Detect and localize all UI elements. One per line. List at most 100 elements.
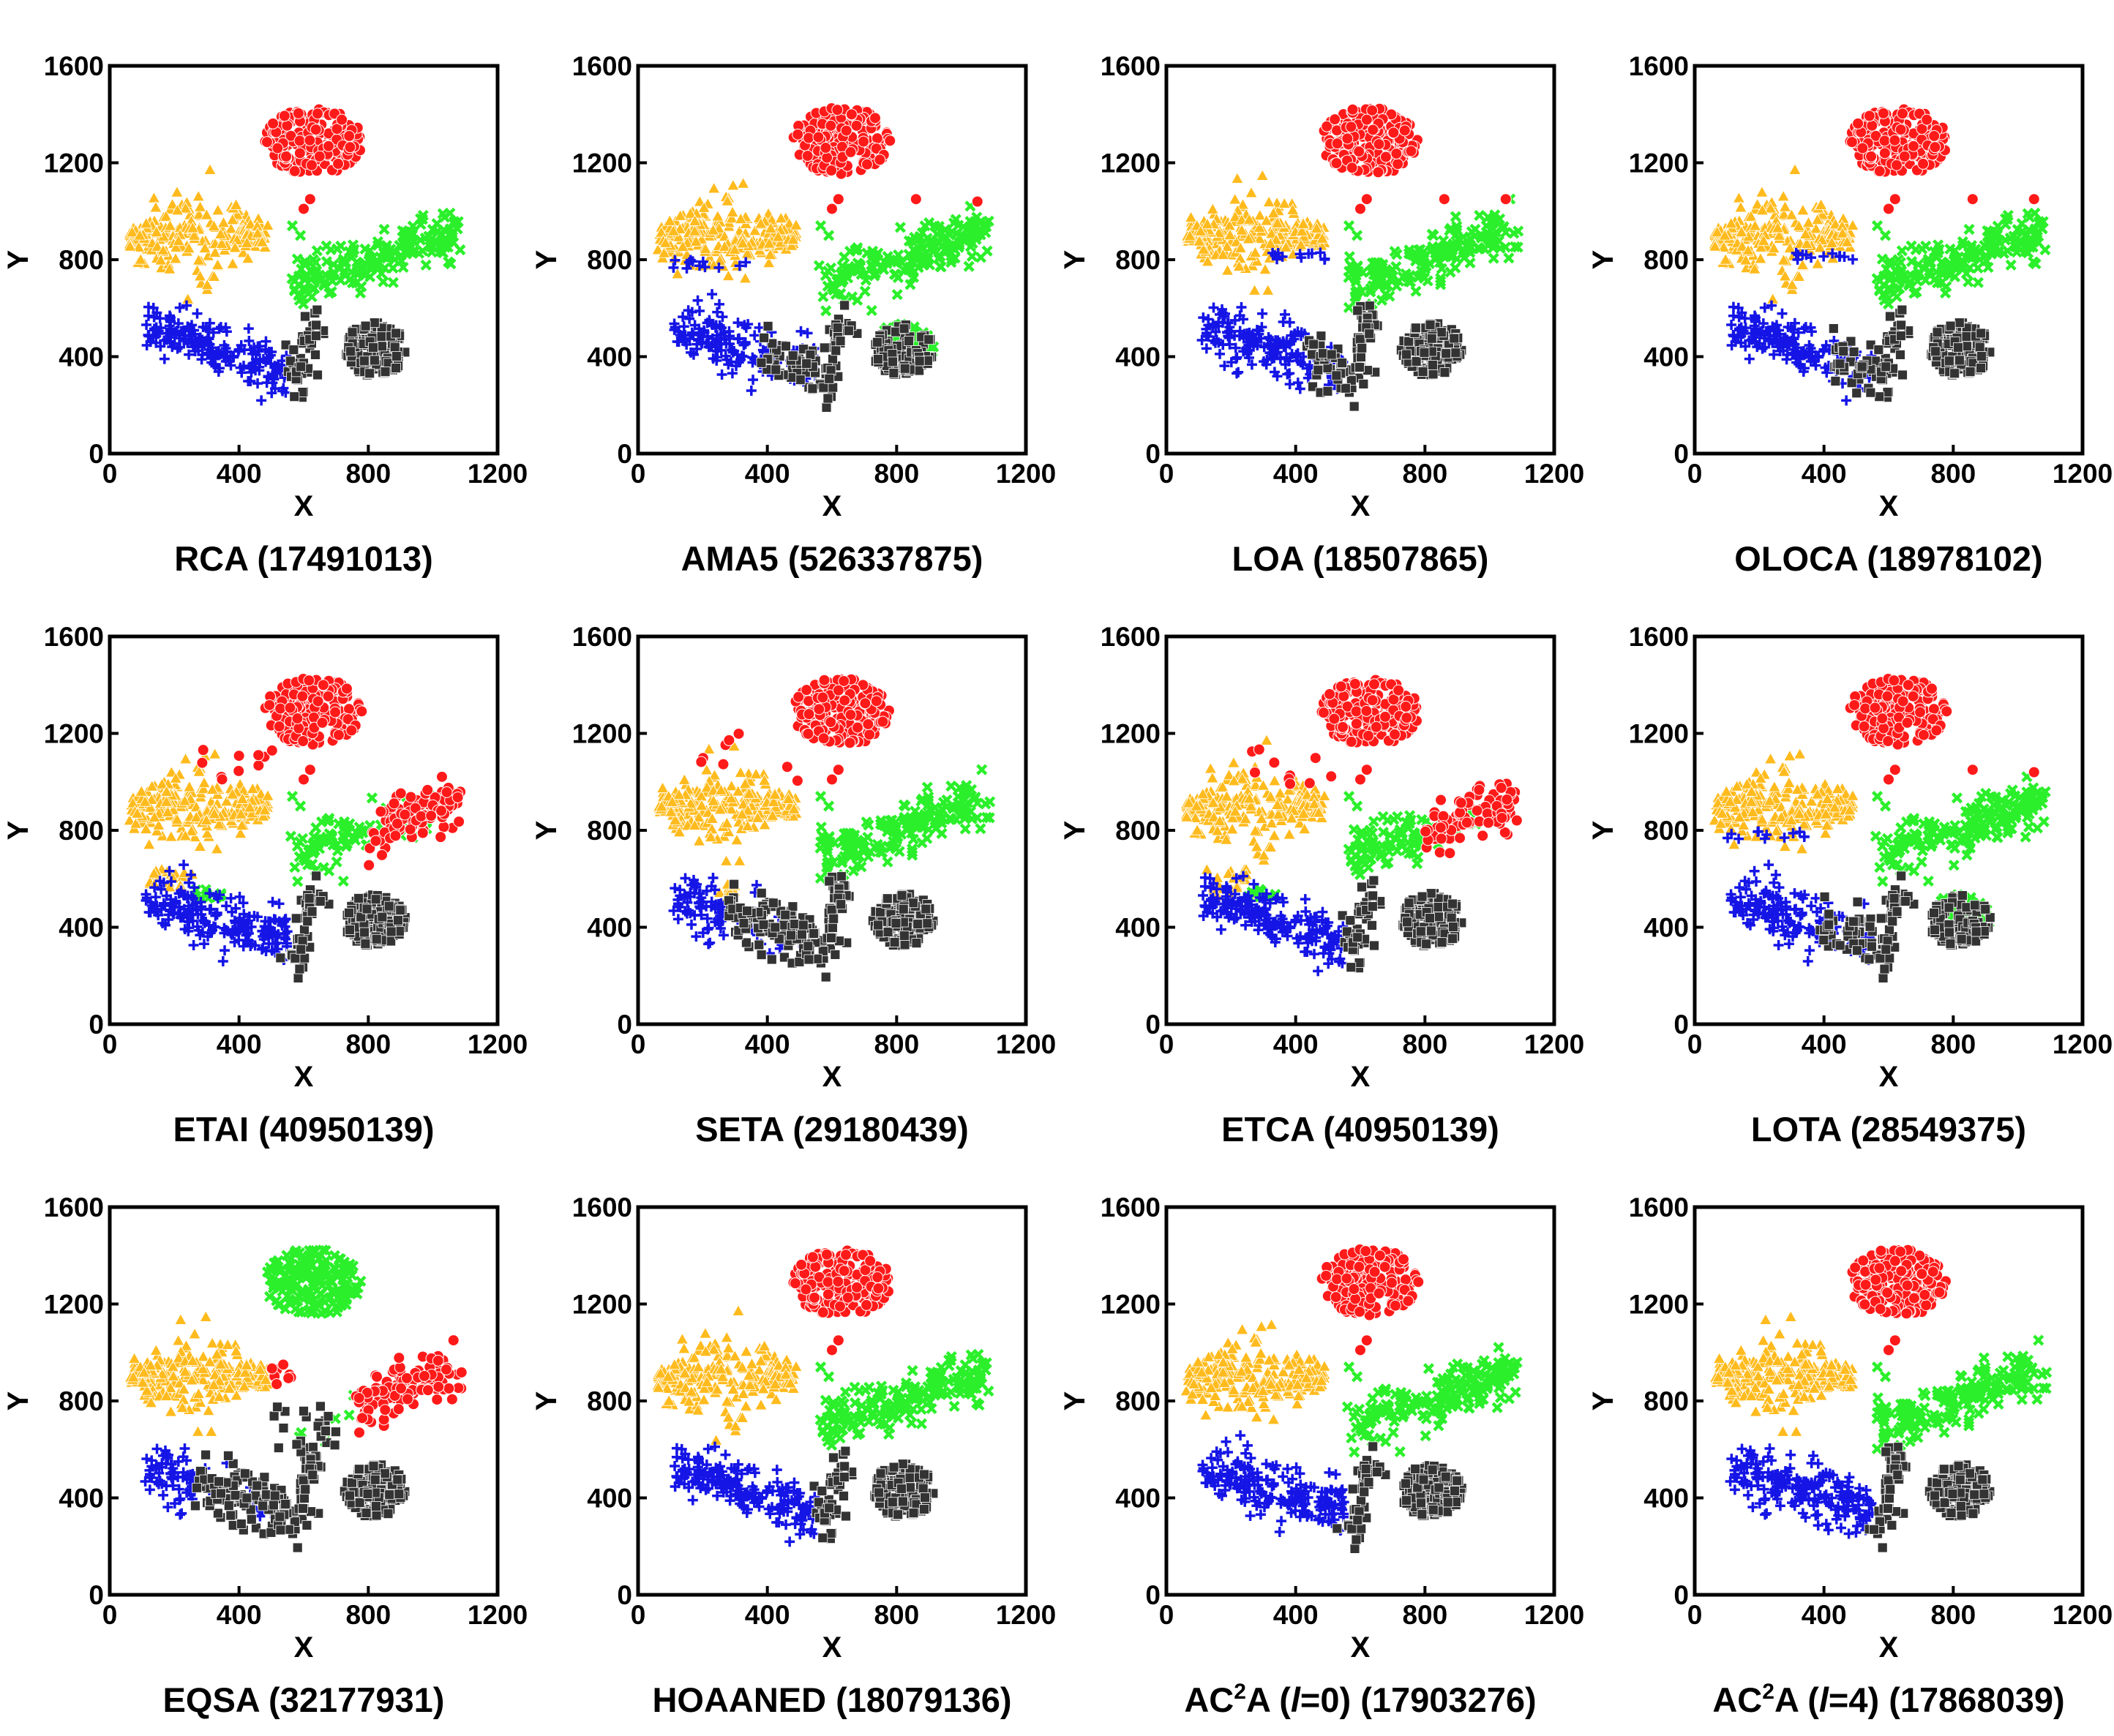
black-point xyxy=(821,402,832,413)
black-point xyxy=(1322,363,1333,373)
red-point xyxy=(304,193,316,206)
orange-point xyxy=(1310,222,1324,233)
orange-point xyxy=(215,237,228,249)
orange-point xyxy=(1800,237,1813,249)
orange-point xyxy=(764,222,778,233)
blue-point xyxy=(699,327,710,338)
orange-point xyxy=(200,827,214,838)
green-point xyxy=(1999,234,2012,246)
x-tick-label: 400 xyxy=(1273,459,1319,489)
green-point xyxy=(2005,259,2017,271)
blue-point xyxy=(720,350,731,361)
orange-point xyxy=(1221,263,1234,276)
red-series xyxy=(259,103,366,215)
y-axis-title: Y xyxy=(2,249,34,269)
black-point xyxy=(1449,333,1460,344)
orange-point xyxy=(235,819,249,831)
black-point xyxy=(380,367,391,377)
orange-point xyxy=(1201,217,1214,230)
orange-point xyxy=(762,236,776,249)
orange-point xyxy=(1270,233,1283,245)
blue-point xyxy=(1818,251,1829,262)
x-axis-title: X xyxy=(294,490,314,522)
orange-point xyxy=(1734,200,1747,213)
green-point xyxy=(316,816,328,828)
orange-point xyxy=(1236,198,1250,210)
green-point xyxy=(1389,246,1401,258)
orange-point xyxy=(241,252,255,264)
black-point xyxy=(1426,333,1437,344)
blue-point xyxy=(182,321,193,332)
green-point xyxy=(337,256,348,268)
green-point xyxy=(298,852,310,864)
green-point xyxy=(813,260,825,271)
blue-point xyxy=(273,929,284,940)
red-point xyxy=(821,151,833,164)
orange-point xyxy=(683,207,697,219)
red-point xyxy=(323,140,335,152)
black-point xyxy=(345,346,356,357)
black-point xyxy=(386,926,397,937)
orange-point xyxy=(655,225,668,238)
blue-point xyxy=(221,925,232,936)
red-point xyxy=(331,123,343,135)
red-point xyxy=(280,150,293,162)
blue-point xyxy=(255,356,266,367)
green-point xyxy=(366,792,378,804)
red-point xyxy=(845,108,858,121)
black-point xyxy=(839,300,850,311)
black-point xyxy=(359,927,370,938)
blue-point xyxy=(184,349,195,360)
orange-series xyxy=(123,747,274,895)
black-point xyxy=(296,944,307,955)
x-tick-label: 0 xyxy=(1159,459,1174,489)
blue-point xyxy=(1246,359,1257,370)
blue-point xyxy=(1319,253,1330,264)
blue-point xyxy=(1214,348,1225,359)
blue-point xyxy=(1233,367,1244,377)
orange-point xyxy=(134,252,147,265)
green-point xyxy=(1879,230,1892,241)
orange-point xyxy=(163,262,176,274)
blue-point xyxy=(239,909,250,920)
blue-point xyxy=(220,356,231,367)
red-point xyxy=(1366,104,1379,116)
black-point xyxy=(369,355,380,366)
green-point xyxy=(1387,263,1398,276)
x-tick-label: 400 xyxy=(1802,459,1847,489)
orange-point xyxy=(172,234,185,246)
orange-point xyxy=(1754,252,1767,264)
black-point xyxy=(296,361,307,372)
orange-point xyxy=(230,208,244,220)
x-axis-title: X xyxy=(822,490,842,522)
black-point xyxy=(1846,377,1857,388)
green-point xyxy=(425,237,437,249)
blue-point xyxy=(166,876,176,887)
black-point xyxy=(1417,367,1428,377)
green-point xyxy=(1488,252,1499,264)
blue-point xyxy=(182,890,193,901)
orange-point xyxy=(1778,200,1792,212)
black-point xyxy=(1874,391,1885,402)
blue-point xyxy=(685,255,696,266)
red-point xyxy=(840,124,852,137)
green-point xyxy=(1343,220,1355,232)
orange-point xyxy=(1796,203,1810,216)
orange-point xyxy=(154,253,168,266)
blue-point xyxy=(158,898,169,909)
red-point xyxy=(2028,193,2040,206)
red-point xyxy=(1329,113,1341,126)
blue-point xyxy=(1198,312,1209,323)
black-point xyxy=(767,338,778,349)
red-series xyxy=(787,102,983,215)
orange-point xyxy=(1742,244,1755,256)
blue-point xyxy=(1744,353,1755,364)
blue-point xyxy=(712,307,723,317)
black-point xyxy=(1952,342,1963,353)
orange-point xyxy=(1259,263,1272,275)
orange-point xyxy=(192,189,205,202)
orange-point xyxy=(198,241,211,253)
blue-point xyxy=(184,877,195,888)
